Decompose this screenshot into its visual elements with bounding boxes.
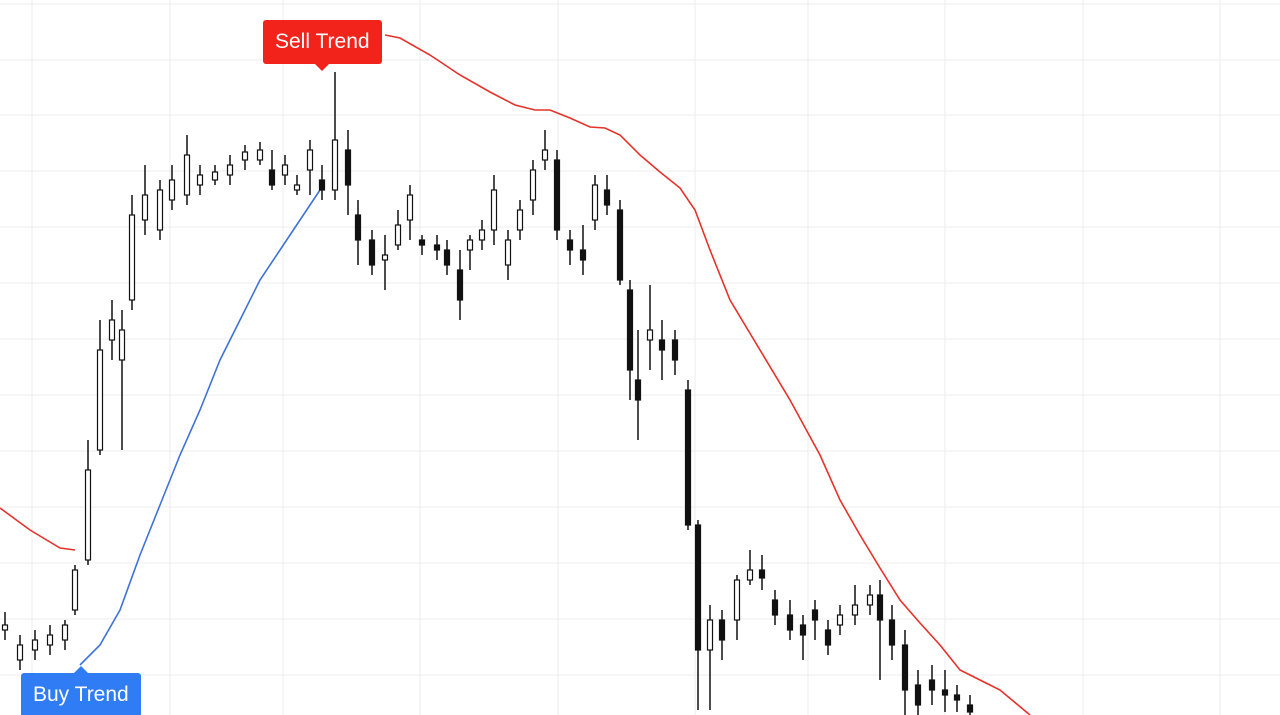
candle-body <box>733 579 741 621</box>
candle-body <box>771 599 779 616</box>
candle-body <box>226 164 234 176</box>
candle-body <box>603 189 611 206</box>
candle-body <box>941 689 949 696</box>
candle-body <box>306 149 314 171</box>
candle-body <box>16 644 24 661</box>
candle-body <box>156 189 164 231</box>
candle-body <box>211 171 219 181</box>
candle-body <box>354 214 362 241</box>
candle-body <box>418 239 426 246</box>
candle-body <box>888 619 896 646</box>
candle-body <box>579 249 587 261</box>
candle-body <box>443 249 451 266</box>
candle-body <box>281 164 289 176</box>
candle-body <box>758 569 766 579</box>
candle-body <box>368 239 376 266</box>
candle-body <box>851 604 859 616</box>
candle-body <box>553 159 561 231</box>
candle-body <box>168 179 176 201</box>
candle-body <box>866 594 874 606</box>
candle-body <box>466 239 474 251</box>
candle-body <box>876 594 884 621</box>
trend-line <box>0 34 1031 715</box>
candle-body <box>901 644 909 691</box>
candle-body <box>128 214 136 301</box>
candle-body <box>953 694 961 701</box>
trend-line <box>79 189 321 666</box>
candle-body <box>694 524 702 651</box>
candle-body <box>824 629 832 646</box>
candle-body <box>381 254 389 261</box>
candle-body <box>504 239 512 266</box>
candle-body <box>293 184 301 191</box>
candle-body <box>31 639 39 651</box>
candle-body <box>746 569 754 581</box>
candle-body <box>646 329 654 341</box>
candle-body <box>478 229 486 241</box>
candle-body <box>394 224 402 246</box>
candle-body <box>46 634 54 646</box>
candle-body <box>616 209 624 281</box>
candle-body <box>1 624 9 631</box>
candle-body <box>241 151 249 161</box>
candle-body <box>84 469 92 561</box>
candle-body <box>566 239 574 251</box>
candle-body <box>836 614 844 626</box>
candle-body <box>331 139 339 191</box>
candle-body <box>591 184 599 221</box>
candle-body <box>634 379 642 401</box>
candle-body <box>490 189 498 231</box>
candle-body <box>118 329 126 361</box>
candle-body <box>706 619 714 651</box>
candle-body <box>799 624 807 636</box>
candle-body <box>406 194 414 221</box>
candle-body <box>108 319 116 341</box>
candle-body <box>344 149 352 186</box>
sell-trend-tag: Sell Trend <box>263 20 382 71</box>
candle-body <box>318 179 326 191</box>
candle-body <box>71 569 79 611</box>
candle-body <box>183 154 191 196</box>
candle-body <box>516 209 524 231</box>
candle-body <box>671 339 679 361</box>
candle-body <box>966 704 974 713</box>
candle-body <box>718 619 726 641</box>
candle-body <box>61 624 69 641</box>
candle-body <box>626 289 634 371</box>
candle-body <box>96 349 104 451</box>
candle-body <box>914 684 922 706</box>
candle-body <box>658 339 666 351</box>
candle-body <box>256 149 264 161</box>
candle-body <box>928 679 936 691</box>
buy-trend-tag: Buy Trend <box>21 666 141 715</box>
candle-body <box>684 389 692 526</box>
candle-body <box>141 194 149 221</box>
candle-body <box>541 149 549 161</box>
candle-body <box>456 269 464 301</box>
candle-body <box>786 614 794 631</box>
candle-body <box>433 244 441 251</box>
candle-body <box>268 169 276 186</box>
candle-body <box>529 169 537 201</box>
candle-body <box>196 174 204 186</box>
candle-body <box>811 609 819 621</box>
